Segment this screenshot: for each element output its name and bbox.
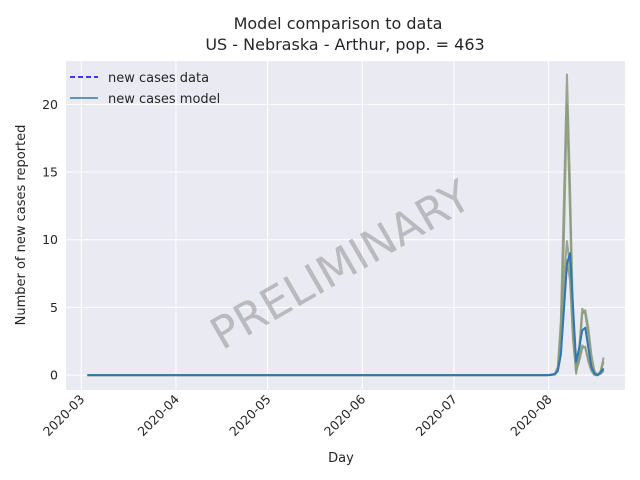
y-tick-label: 0 xyxy=(50,368,58,383)
y-tick-label: 20 xyxy=(42,97,58,112)
x-tick-label: 2020-07 xyxy=(413,392,461,440)
x-axis-ticks: 2020-03 2020-04 2020-05 2020-06 2020-07 2020-… xyxy=(40,391,555,439)
plot-background xyxy=(66,61,625,390)
legend: new cases data new cases model xyxy=(70,71,220,107)
chart-title: Model comparison to data xyxy=(234,14,443,33)
y-axis-ticks: 0 5 10 15 20 xyxy=(42,97,58,383)
y-tick-label: 10 xyxy=(42,232,58,247)
y-tick-label: 15 xyxy=(42,165,58,180)
model-line xyxy=(87,252,605,377)
y-tick-label: 5 xyxy=(50,300,58,315)
series-layer xyxy=(87,73,605,377)
x-tick-label: 2020-08 xyxy=(507,391,555,439)
x-tick-label: 2020-06 xyxy=(321,391,369,439)
x-axis-label: Day xyxy=(328,451,354,466)
x-tick-label: 2020-04 xyxy=(135,391,183,439)
legend-label-data: new cases data xyxy=(108,71,209,86)
legend-label-model: new cases model xyxy=(108,92,220,107)
chart-subtitle: US - Nebraska - Arthur, pop. = 463 xyxy=(205,35,484,54)
x-tick-label: 2020-03 xyxy=(40,392,88,440)
x-gridlines xyxy=(80,61,550,390)
y-axis-label: Number of new cases reported xyxy=(14,125,29,326)
x-tick-label: 2020-05 xyxy=(226,392,274,440)
